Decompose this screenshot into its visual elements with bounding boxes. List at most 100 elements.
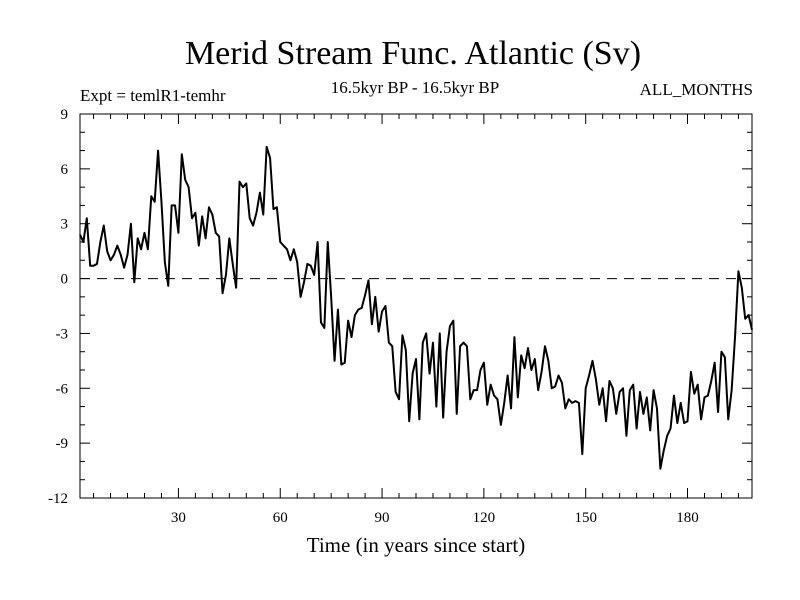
data-point bbox=[652, 389, 655, 391]
data-point bbox=[333, 360, 336, 362]
data-point bbox=[700, 418, 702, 420]
data-point bbox=[391, 345, 393, 347]
data-point bbox=[238, 181, 241, 183]
data-point bbox=[296, 261, 298, 263]
data-point bbox=[395, 391, 397, 393]
data-point bbox=[649, 429, 651, 431]
data-point bbox=[717, 411, 719, 413]
data-point bbox=[103, 224, 105, 227]
data-point bbox=[490, 384, 492, 386]
data-point bbox=[500, 424, 502, 426]
data-point bbox=[646, 396, 648, 399]
data-point bbox=[323, 327, 325, 329]
data-point bbox=[171, 204, 173, 207]
data-point bbox=[547, 360, 549, 362]
data-point bbox=[204, 237, 207, 239]
data-point bbox=[89, 265, 91, 267]
data-point bbox=[727, 418, 729, 420]
data-point bbox=[289, 259, 292, 261]
data-point bbox=[527, 347, 529, 349]
data-point bbox=[300, 296, 302, 298]
y-tick-label: -3 bbox=[56, 326, 69, 342]
data-point bbox=[608, 380, 611, 382]
data-point bbox=[218, 235, 220, 238]
data-point bbox=[486, 404, 488, 406]
data-point bbox=[703, 396, 706, 399]
data-point bbox=[106, 250, 108, 252]
data-point bbox=[602, 387, 604, 389]
data-point bbox=[367, 279, 370, 281]
data-point bbox=[330, 296, 332, 298]
data-point bbox=[425, 332, 427, 335]
data-point bbox=[697, 384, 699, 386]
data-point bbox=[483, 362, 485, 364]
data-point bbox=[364, 294, 366, 296]
data-point bbox=[683, 422, 685, 424]
data-point bbox=[310, 265, 312, 267]
data-point bbox=[748, 314, 750, 316]
data-point bbox=[361, 307, 363, 309]
y-tick-label: 6 bbox=[61, 162, 69, 178]
x-tick-label: 180 bbox=[676, 510, 699, 526]
data-point bbox=[154, 201, 156, 203]
data-point bbox=[714, 362, 716, 364]
data-point bbox=[432, 341, 434, 344]
data-point bbox=[503, 402, 505, 404]
data-point bbox=[693, 393, 695, 395]
data-point bbox=[456, 413, 458, 415]
data-point bbox=[720, 351, 723, 353]
data-point bbox=[340, 363, 342, 366]
data-point bbox=[615, 413, 617, 415]
data-point bbox=[473, 389, 475, 391]
data-point bbox=[157, 149, 159, 152]
y-tick-label: 3 bbox=[61, 217, 69, 233]
series-line bbox=[79, 145, 753, 470]
data-point bbox=[150, 195, 152, 197]
data-point bbox=[690, 371, 692, 373]
data-point bbox=[109, 259, 112, 261]
y-tick-label: -9 bbox=[56, 436, 69, 452]
data-point bbox=[133, 281, 135, 283]
data-point bbox=[269, 157, 271, 159]
data-point bbox=[751, 329, 753, 331]
data-point bbox=[92, 265, 95, 267]
data-point bbox=[293, 248, 295, 250]
data-point bbox=[191, 217, 193, 219]
data-point bbox=[123, 267, 125, 269]
data-point bbox=[462, 341, 465, 344]
data-point bbox=[530, 369, 532, 371]
data-point bbox=[595, 378, 597, 380]
data-point bbox=[561, 382, 563, 384]
data-point bbox=[405, 349, 407, 351]
data-point bbox=[669, 427, 672, 430]
data-point bbox=[116, 245, 118, 247]
data-point bbox=[306, 263, 308, 265]
data-point bbox=[459, 345, 461, 347]
data-point bbox=[734, 336, 736, 338]
data-point bbox=[113, 254, 115, 256]
data-point bbox=[344, 362, 346, 364]
data-point bbox=[513, 336, 516, 338]
data-point bbox=[221, 292, 224, 294]
data-point bbox=[160, 201, 163, 203]
data-point bbox=[639, 391, 641, 393]
x-tick-label: 60 bbox=[273, 510, 288, 526]
data-point bbox=[442, 416, 444, 419]
experiment-label: Expt = temlR1-temhr bbox=[80, 86, 226, 105]
data-point bbox=[707, 395, 709, 397]
data-point bbox=[585, 387, 587, 389]
data-point bbox=[625, 435, 628, 437]
data-point bbox=[591, 360, 594, 362]
data-point bbox=[449, 325, 451, 327]
data-point bbox=[140, 248, 142, 250]
data-point bbox=[374, 296, 376, 298]
data-point bbox=[99, 241, 101, 243]
data-point bbox=[242, 186, 244, 188]
data-point bbox=[215, 232, 217, 234]
data-point bbox=[666, 435, 668, 437]
data-point bbox=[517, 396, 519, 399]
data-point bbox=[524, 367, 526, 369]
y-tick-label: 0 bbox=[61, 272, 69, 288]
data-point bbox=[198, 245, 200, 247]
data-point bbox=[255, 212, 258, 214]
